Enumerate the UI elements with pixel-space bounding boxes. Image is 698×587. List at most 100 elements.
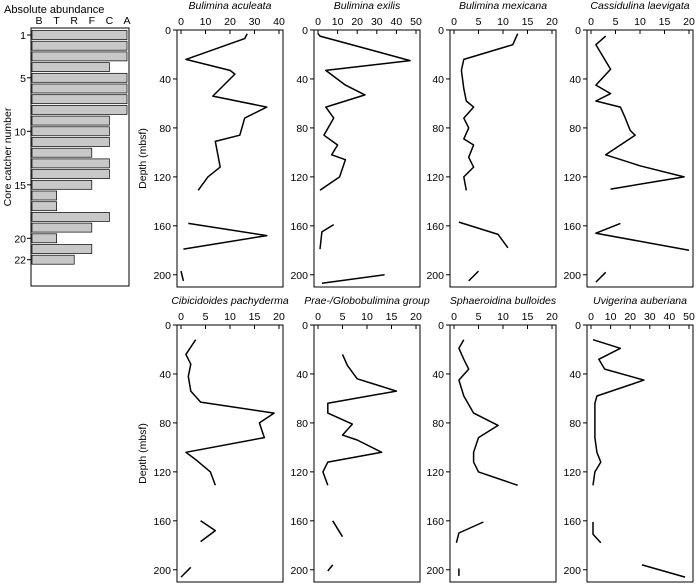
y-tick-label: 0: [165, 320, 171, 332]
x-tick-label: 40: [664, 311, 676, 323]
abundance-category-label: B: [35, 15, 42, 27]
abundance-bar: [31, 83, 128, 94]
y-tick-label: 200: [290, 565, 308, 577]
x-tick-label: 40: [273, 16, 285, 28]
abundance-bar: [31, 51, 128, 62]
abundance-bar: [31, 179, 93, 190]
y-tick-label: 160: [153, 221, 171, 233]
y-tick-label: 120: [563, 172, 581, 184]
y-tick-label: 200: [563, 565, 581, 577]
abundance-bar: [31, 72, 128, 83]
abundance-tick-label: 15: [14, 180, 26, 192]
panel-title: Bulimina mexicana: [459, 0, 547, 12]
x-tick-label: 5: [203, 311, 209, 323]
y-tick-label: 160: [563, 221, 581, 233]
panel-frame: [176, 29, 284, 288]
y-tick-label: 160: [426, 516, 444, 528]
abundance-frame: [30, 27, 130, 287]
abundance-ylabel: Core catcher number: [2, 107, 14, 206]
abundance-category-label: C: [106, 15, 114, 27]
y-tick-label: 0: [302, 320, 308, 332]
y-tick-label: 160: [153, 516, 171, 528]
abundance-bar: [31, 169, 110, 179]
y-tick-label: 40: [296, 74, 308, 86]
x-tick-label: 10: [332, 16, 344, 28]
x-tick-label: 40: [391, 16, 403, 28]
panel-title: Bulimina exilis: [334, 0, 401, 12]
x-tick-label: 20: [351, 16, 363, 28]
x-tick-label: 15: [659, 16, 671, 28]
y-axis-label: Depth (mbsf): [137, 423, 149, 484]
x-tick-label: 50: [683, 311, 695, 323]
abundance-bar: [31, 94, 128, 105]
series-line: [185, 339, 275, 486]
abundance-bar: [31, 254, 75, 265]
x-tick-label: 0: [315, 311, 321, 323]
series-line: [322, 354, 398, 486]
y-tick-label: 80: [432, 418, 444, 430]
abundance-bar: [31, 126, 110, 137]
abundance-category-label: T: [53, 15, 60, 27]
panel-frame: [313, 29, 421, 288]
abundance-bar: [31, 233, 57, 244]
y-tick-label: 0: [575, 25, 581, 37]
y-tick-label: 40: [296, 369, 308, 381]
abundance-bar: [31, 190, 57, 201]
depth-panel: Bulimina exilis 0 10 20 30 40 50 0 40 80 120 160 200: [290, 0, 422, 288]
series-line: [321, 274, 385, 285]
abundance-tick-label: 20: [14, 233, 26, 245]
y-axis-label: Depth (mbsf): [137, 128, 149, 189]
panel-frame: [313, 324, 421, 583]
y-tick-label: 0: [438, 320, 444, 332]
y-tick-label: 40: [432, 369, 444, 381]
y-tick-label: 200: [290, 270, 308, 282]
x-tick-label: 0: [178, 311, 184, 323]
abundance-tick-label: 5: [20, 73, 26, 85]
abundance-bar: [31, 212, 110, 222]
y-tick-label: 80: [296, 418, 308, 430]
x-tick-label: 5: [340, 311, 346, 323]
series-line: [592, 338, 645, 486]
y-tick-label: 80: [569, 123, 581, 135]
x-tick-label: 30: [371, 16, 383, 28]
series-line: [595, 222, 690, 252]
x-tick-label: 0: [315, 16, 321, 28]
abundance-bar: [31, 158, 110, 169]
x-tick-label: 0: [178, 16, 184, 28]
y-tick-label: 80: [569, 418, 581, 430]
x-tick-label: 10: [361, 311, 373, 323]
x-tick-label: 10: [200, 16, 212, 28]
y-tick-label: 120: [426, 467, 444, 479]
panel-title: Bulimina aculeata: [189, 0, 272, 12]
x-tick-label: 20: [224, 16, 236, 28]
series-line: [455, 521, 484, 543]
panel-frame: [176, 324, 284, 583]
y-tick-label: 0: [165, 25, 171, 37]
x-tick-label: 5: [613, 16, 619, 28]
panel-frame: [586, 324, 694, 583]
abundance-bar: [31, 62, 110, 72]
x-tick-label: 0: [588, 311, 594, 323]
x-tick-label: 15: [249, 311, 261, 323]
series-line: [185, 33, 268, 191]
y-tick-label: 120: [563, 467, 581, 479]
series-line: [458, 221, 509, 249]
x-tick-label: 20: [546, 16, 558, 28]
x-tick-label: 15: [522, 311, 534, 323]
x-tick-label: 20: [546, 311, 558, 323]
x-tick-label: 10: [224, 311, 236, 323]
y-tick-label: 160: [290, 221, 308, 233]
x-tick-label: 20: [410, 311, 422, 323]
series-line: [319, 223, 335, 250]
y-tick-label: 120: [153, 467, 171, 479]
y-tick-label: 160: [290, 516, 308, 528]
series-line: [180, 270, 185, 282]
x-tick-label: 5: [476, 311, 482, 323]
y-tick-label: 0: [302, 25, 308, 37]
panel-title: Sphaeroidina bulloides: [450, 295, 557, 307]
